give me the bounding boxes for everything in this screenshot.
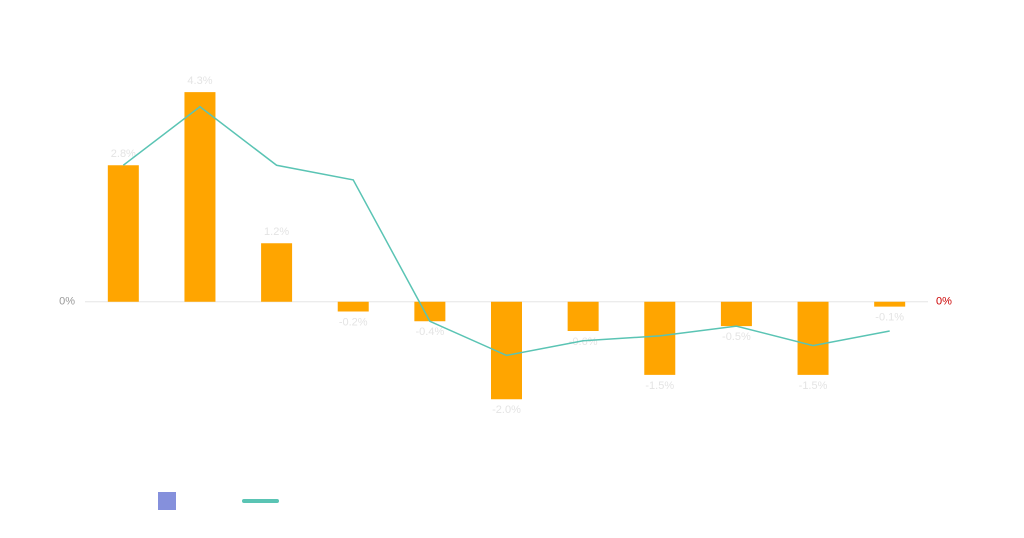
- data-label: -1.5%: [645, 380, 674, 392]
- bar: [874, 301, 906, 307]
- bar: [797, 301, 829, 375]
- data-label: -1.5%: [799, 380, 828, 392]
- data-label: -0.5%: [722, 331, 751, 343]
- bar: [184, 92, 216, 302]
- legend-swatch: [242, 499, 279, 503]
- data-label: 2.8%: [111, 148, 136, 160]
- bar: [261, 243, 293, 302]
- data-label: -0.2%: [339, 316, 368, 328]
- data-label: 4.3%: [187, 75, 212, 87]
- bar: [337, 301, 369, 312]
- data-label: -2.0%: [492, 404, 521, 416]
- legend-swatch: [158, 492, 176, 510]
- y2-tick-label: 0%: [936, 296, 952, 308]
- data-label: -0.6%: [569, 336, 598, 348]
- y-tick-label: 0%: [59, 296, 75, 308]
- bar: [414, 301, 446, 322]
- bar: [644, 301, 676, 375]
- line: [122, 105, 890, 357]
- bar: [720, 301, 752, 327]
- data-label: -0.4%: [415, 326, 444, 338]
- bar: [567, 301, 599, 331]
- bar: [107, 165, 139, 302]
- data-label: -0.1%: [875, 312, 904, 324]
- data-label: 1.2%: [264, 226, 289, 238]
